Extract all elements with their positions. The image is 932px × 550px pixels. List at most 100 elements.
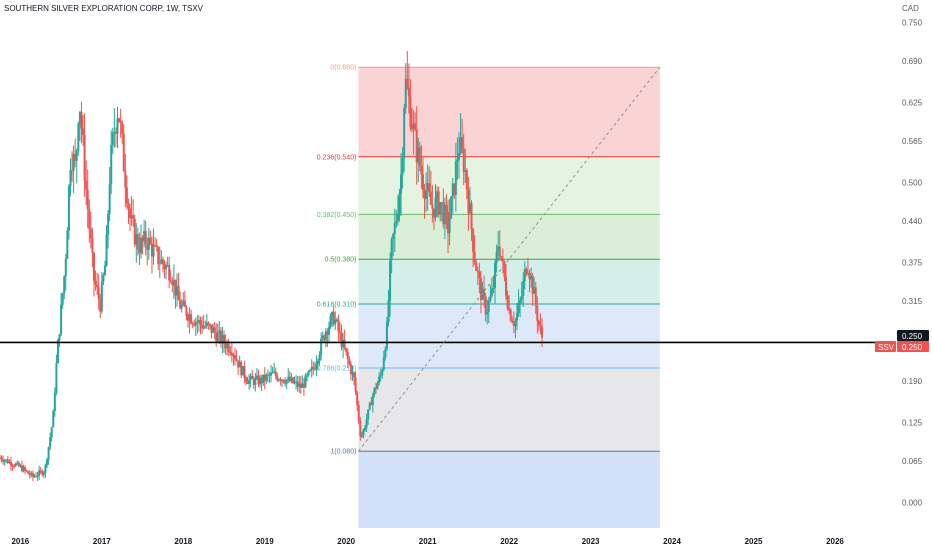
candle-body-95 xyxy=(147,237,150,250)
candle-body-203 xyxy=(317,360,320,364)
candle-body-198 xyxy=(309,369,312,372)
candle-body-299 xyxy=(467,189,470,214)
candle-body-84 xyxy=(130,215,133,219)
candle-body-139 xyxy=(216,332,219,342)
candle-body-327 xyxy=(511,320,514,323)
candle-body-114 xyxy=(177,286,180,301)
candle-body-302 xyxy=(472,229,475,252)
x-tick-label-3: 2019 xyxy=(256,537,274,546)
candle-body-86 xyxy=(133,218,136,245)
candle-body-191 xyxy=(298,383,301,387)
candle-body-284 xyxy=(443,205,446,225)
candle-body-140 xyxy=(218,330,221,333)
fib-level-label-2: 0.382(0.450) xyxy=(317,212,357,219)
candle-body-195 xyxy=(304,375,307,388)
y-tick-label-5: 0.440 xyxy=(902,217,923,226)
y-tick-label-1: 0.690 xyxy=(902,57,923,66)
candle-body-105 xyxy=(163,264,166,270)
candle-body-344 xyxy=(537,320,540,326)
candle-body-148 xyxy=(230,353,233,356)
candle-body-247 xyxy=(385,322,388,349)
candle-body-245 xyxy=(382,357,385,370)
candle-body-170 xyxy=(265,374,268,381)
candle-body-190 xyxy=(296,381,299,387)
candle-body-153 xyxy=(238,362,241,368)
candle-body-168 xyxy=(262,374,265,384)
candle-body-106 xyxy=(165,265,168,270)
candle-body-115 xyxy=(179,300,182,309)
candle-body-18 xyxy=(27,471,30,474)
candle-body-215 xyxy=(335,319,338,321)
candle-body-261 xyxy=(407,87,410,97)
candle-body-339 xyxy=(530,275,533,280)
candle-body-158 xyxy=(246,381,249,384)
candle-body-12 xyxy=(17,462,20,467)
candle-body-62 xyxy=(96,284,99,288)
candle-body-160 xyxy=(249,375,252,381)
candle-body-186 xyxy=(290,377,293,382)
candle-body-313 xyxy=(489,295,492,301)
x-tick-label-8: 2024 xyxy=(663,537,681,546)
candle-body-147 xyxy=(229,351,232,354)
candle-body-230 xyxy=(359,421,362,436)
candle-body-202 xyxy=(315,363,318,370)
x-tick-label-1: 2017 xyxy=(93,537,111,546)
candle-body-263 xyxy=(411,126,414,130)
candle-body-80 xyxy=(124,171,127,188)
candle-body-76 xyxy=(118,118,121,121)
time-axis[interactable]: 2016 2017 2018 2019 2020 2021 2022 2023 2024 2025… xyxy=(11,537,844,546)
candle-body-279 xyxy=(436,191,439,198)
candle-body-180 xyxy=(280,379,283,382)
candle-body-221 xyxy=(345,348,348,352)
candle-body-125 xyxy=(194,321,197,326)
candle-body-312 xyxy=(487,300,490,312)
candle-body-39 xyxy=(60,304,63,335)
candle-body-166 xyxy=(259,377,262,385)
candle-body-276 xyxy=(431,204,434,209)
candle-body-164 xyxy=(255,375,258,378)
candle-body-304 xyxy=(475,262,478,271)
candle-body-131 xyxy=(204,325,207,327)
price-axis[interactable]: 0.750 0.690 0.625 0.565 0.500 0.440 0.375 0.315… xyxy=(902,18,923,507)
candle-body-54 xyxy=(83,134,86,181)
candle-body-243 xyxy=(379,375,382,377)
candle-body-199 xyxy=(310,366,313,370)
candle-body-207 xyxy=(323,335,326,341)
candle-body-28 xyxy=(42,472,45,475)
candle-body-334 xyxy=(522,281,525,297)
candle-body-317 xyxy=(495,251,498,264)
candle-body-13 xyxy=(19,465,22,467)
candle-body-319 xyxy=(498,246,501,257)
candle-body-11 xyxy=(16,462,19,464)
candle-body-111 xyxy=(172,279,175,286)
candle-body-14 xyxy=(20,465,23,472)
candle-body-239 xyxy=(373,387,376,395)
x-tick-label-4: 2020 xyxy=(337,537,355,546)
y-tick-label-9: 0.190 xyxy=(902,377,923,386)
candle-body-22 xyxy=(33,476,36,478)
candle-body-119 xyxy=(185,306,188,316)
candle-body-77 xyxy=(119,120,122,123)
candle-body-272 xyxy=(425,190,428,200)
candle-body-208 xyxy=(324,331,327,341)
candle-body-323 xyxy=(504,276,507,296)
candle-body-224 xyxy=(349,364,352,375)
candle-body-138 xyxy=(215,332,218,342)
y-tick-label-3: 0.565 xyxy=(902,137,923,146)
candle-body-205 xyxy=(320,338,323,355)
candle-body-73 xyxy=(113,132,116,134)
x-tick-label-5: 2021 xyxy=(419,537,437,546)
candle-body-161 xyxy=(251,375,254,379)
candle-body-156 xyxy=(243,366,246,378)
candle-body-300 xyxy=(468,203,471,214)
candle-body-55 xyxy=(85,180,88,190)
candle-body-149 xyxy=(232,355,235,357)
candle-body-253 xyxy=(395,220,398,224)
candle-body-144 xyxy=(224,343,227,349)
candle-body-329 xyxy=(514,320,517,327)
x-tick-label-10: 2026 xyxy=(826,537,844,546)
candle-body-314 xyxy=(490,288,493,296)
candle-body-318 xyxy=(497,246,500,252)
candle-body-310 xyxy=(484,296,487,315)
